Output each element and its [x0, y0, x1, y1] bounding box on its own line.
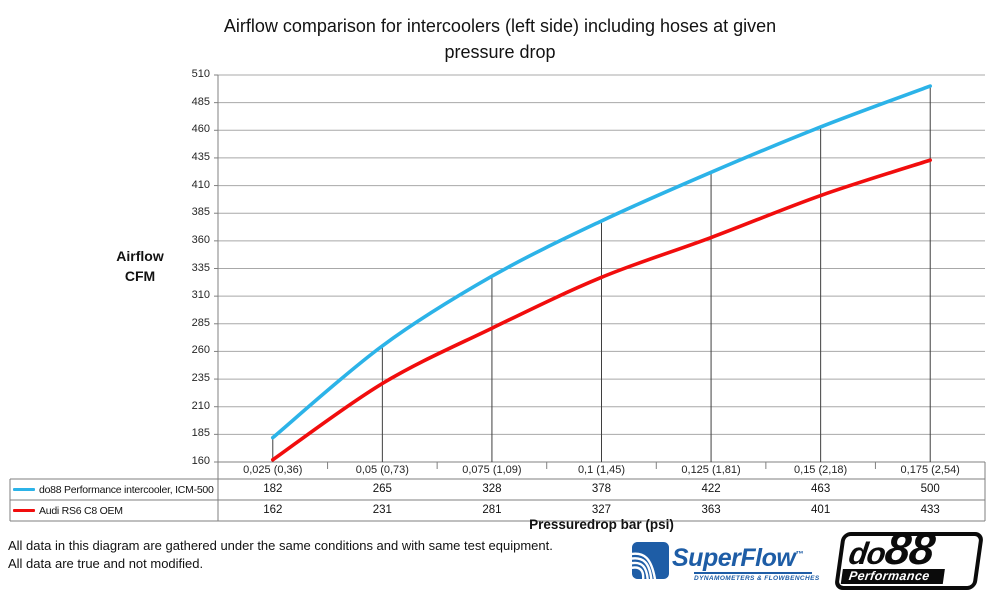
superflow-swoosh-icon: [632, 542, 669, 579]
y-tick-label: 260: [191, 344, 210, 357]
footer-note-line1: All data in this diagram are gathered un…: [8, 538, 553, 553]
trademark-symbol: ™: [795, 549, 803, 559]
y-axis-label: Airflow CFM: [90, 246, 190, 286]
y-tick-label: 210: [191, 399, 210, 412]
table-cell-value: 231: [372, 504, 392, 516]
chart-title-line1: Airflow comparison for intercoolers (lef…: [223, 16, 777, 36]
superflow-wordmark: SuperFlow™: [672, 544, 803, 572]
y-axis-label-line1: Airflow: [116, 248, 164, 264]
table-cell-value: 463: [811, 483, 831, 495]
category-label: 0,025 (0,36): [243, 464, 303, 476]
category-label: 0,175 (2,54): [900, 464, 960, 476]
chart-title-line2: pressure drop: [444, 42, 556, 62]
category-label: 0,1 (1,45): [577, 464, 626, 476]
series-curve: [270, 84, 933, 440]
y-tick-label: 385: [191, 206, 210, 219]
y-tick-label: 460: [191, 123, 210, 136]
legend-series-label: Audi RS6 C8 OEM: [39, 504, 123, 517]
table-cell-value: 433: [920, 504, 940, 516]
table-cell-value: 422: [701, 483, 721, 495]
series-curve: [270, 158, 933, 462]
y-tick-label: 285: [191, 316, 210, 329]
table-cell-value: 182: [263, 483, 283, 495]
y-tick-label: 510: [191, 68, 210, 80]
table-cell-value: 328: [482, 483, 502, 495]
superflow-tagline: DYNAMOMETERS & FLOWBENCHES: [694, 572, 819, 582]
table-cell-value: 162: [263, 504, 283, 516]
y-tick-label: 410: [191, 178, 210, 191]
table-cell-value: 327: [591, 504, 612, 516]
y-tick-label: 160: [191, 455, 210, 467]
y-tick-label: 235: [191, 372, 210, 385]
chart-title: Airflow comparison for intercoolers (lef…: [0, 13, 1000, 65]
table-cell-value: 363: [701, 504, 721, 516]
superflow-logo: SuperFlow™ DYNAMOMETERS & FLOWBENCHES: [632, 540, 819, 588]
table-cell-value: 401: [811, 504, 831, 516]
category-label: 0,075 (1,09): [462, 464, 522, 476]
y-tick-label: 310: [191, 289, 210, 302]
table-cell-value: 378: [591, 483, 612, 495]
x-axis-title: Pressuredrop bar (psi): [529, 517, 674, 532]
y-tick-label: 360: [191, 233, 210, 246]
table-cell-value: 500: [920, 483, 940, 495]
footer-note-line2: All data are true and not modified.: [8, 556, 204, 571]
y-tick-label: 335: [191, 261, 210, 274]
y-tick-label: 435: [191, 150, 210, 163]
category-label: 0,125 (1,81): [681, 464, 741, 476]
category-label: 0,05 (0,73): [355, 464, 409, 476]
legend-series-label: do88 Performance intercooler, ICM-500: [39, 483, 214, 496]
do88-tagline: Performance: [840, 569, 945, 584]
do88-logo: do88 Performance: [833, 523, 985, 590]
y-axis-label-line2: CFM: [124, 268, 156, 284]
legend-row: do88 Performance intercooler, ICM-500: [13, 480, 216, 499]
legend-line-sample: [13, 508, 35, 513]
table-cell-value: 265: [372, 483, 392, 495]
y-tick-label: 485: [191, 95, 210, 108]
category-label: 0,15 (2,18): [794, 464, 848, 476]
legend-line-sample: [13, 487, 35, 492]
y-tick-label: 185: [191, 427, 210, 440]
table-cell-value: 281: [482, 504, 502, 516]
legend-row: Audi RS6 C8 OEM: [13, 501, 216, 520]
